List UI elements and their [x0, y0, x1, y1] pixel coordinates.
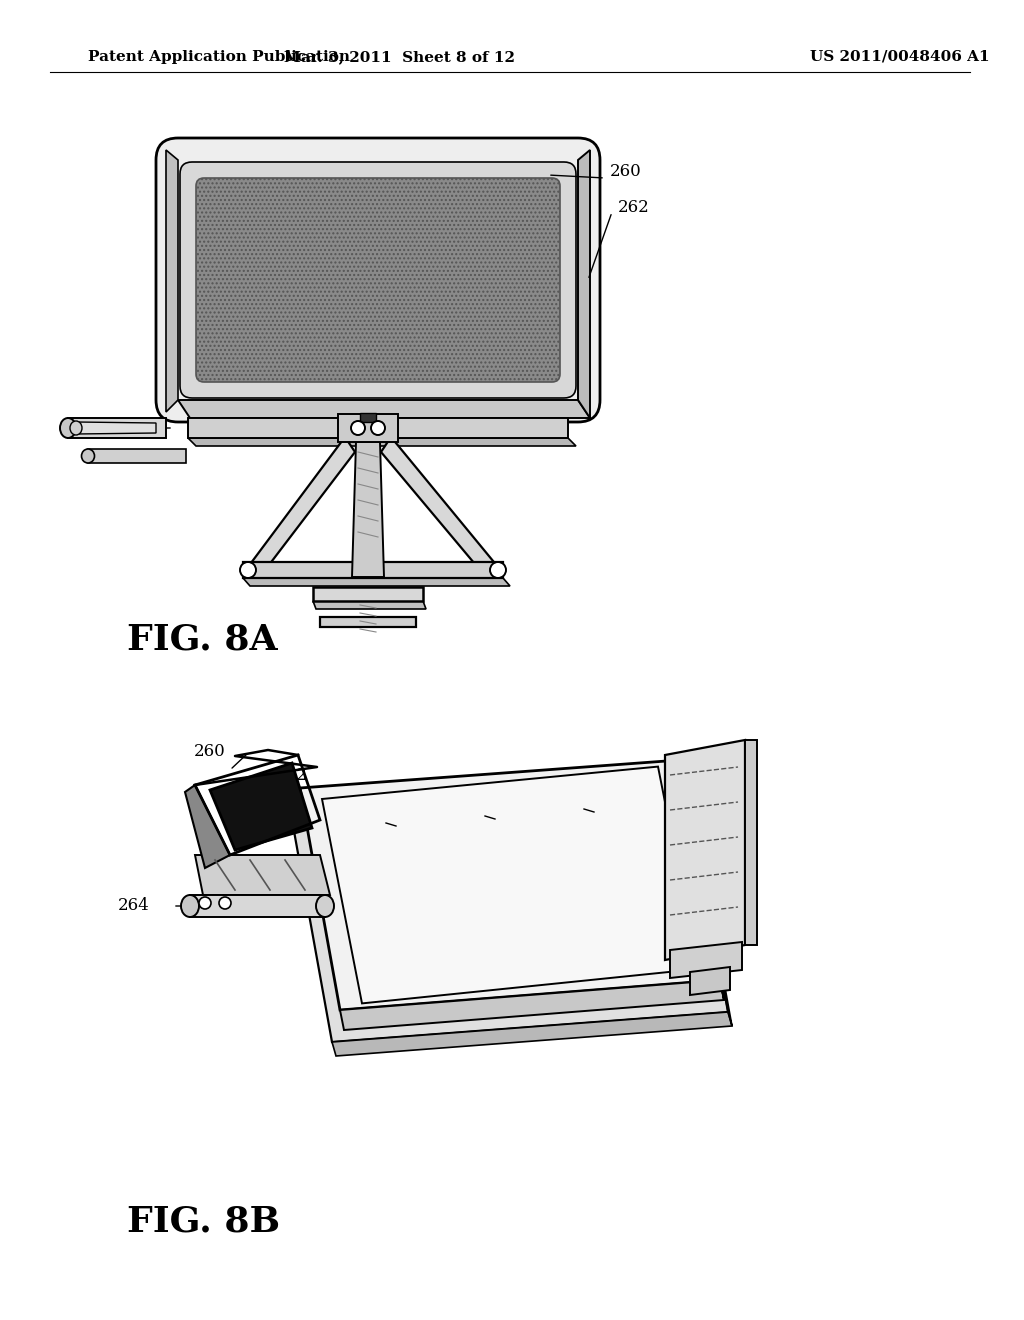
Polygon shape — [332, 1012, 732, 1056]
Polygon shape — [319, 616, 416, 627]
Polygon shape — [665, 741, 745, 960]
Polygon shape — [76, 422, 156, 434]
Polygon shape — [680, 760, 724, 1001]
Polygon shape — [352, 442, 384, 577]
Ellipse shape — [70, 421, 82, 436]
Polygon shape — [178, 400, 590, 418]
Polygon shape — [210, 763, 312, 850]
Text: FIG. 8A: FIG. 8A — [127, 623, 278, 657]
Polygon shape — [670, 942, 742, 978]
Text: 264: 264 — [118, 898, 150, 915]
FancyBboxPatch shape — [196, 178, 560, 381]
Polygon shape — [68, 418, 166, 438]
Polygon shape — [248, 437, 355, 582]
Polygon shape — [166, 150, 178, 412]
Polygon shape — [300, 760, 720, 1010]
Circle shape — [219, 898, 231, 909]
Polygon shape — [188, 438, 575, 446]
Ellipse shape — [316, 895, 334, 917]
Polygon shape — [243, 578, 510, 586]
FancyBboxPatch shape — [180, 162, 575, 399]
Circle shape — [351, 421, 365, 436]
Polygon shape — [188, 418, 568, 438]
Text: Mar. 3, 2011  Sheet 8 of 12: Mar. 3, 2011 Sheet 8 of 12 — [285, 50, 515, 63]
Circle shape — [199, 898, 211, 909]
Polygon shape — [313, 601, 426, 609]
Polygon shape — [185, 785, 230, 869]
Circle shape — [371, 421, 385, 436]
Polygon shape — [381, 437, 498, 582]
Text: FIG. 8B: FIG. 8B — [127, 1205, 281, 1239]
Polygon shape — [338, 414, 398, 442]
Polygon shape — [340, 979, 724, 1030]
Ellipse shape — [60, 418, 76, 438]
Polygon shape — [243, 562, 503, 578]
Polygon shape — [745, 741, 757, 945]
Text: 262: 262 — [618, 198, 650, 215]
FancyBboxPatch shape — [156, 139, 600, 422]
Polygon shape — [688, 792, 732, 1026]
Polygon shape — [195, 855, 330, 895]
Polygon shape — [292, 792, 728, 1041]
Polygon shape — [322, 767, 698, 1003]
Circle shape — [490, 562, 506, 578]
Polygon shape — [578, 150, 590, 418]
Polygon shape — [360, 413, 376, 422]
Text: 260: 260 — [610, 164, 642, 181]
Text: Patent Application Publication: Patent Application Publication — [88, 50, 350, 63]
Polygon shape — [88, 449, 186, 463]
Ellipse shape — [82, 449, 94, 463]
Text: 264: 264 — [109, 420, 140, 437]
Polygon shape — [313, 587, 423, 601]
Polygon shape — [690, 968, 730, 995]
Polygon shape — [190, 895, 325, 917]
Ellipse shape — [181, 895, 199, 917]
Text: US 2011/0048406 A1: US 2011/0048406 A1 — [810, 50, 990, 63]
Text: 262: 262 — [276, 767, 308, 784]
Circle shape — [240, 562, 256, 578]
Text: 264: 264 — [715, 787, 746, 804]
Text: 260: 260 — [715, 748, 746, 766]
Text: 260: 260 — [195, 743, 226, 760]
